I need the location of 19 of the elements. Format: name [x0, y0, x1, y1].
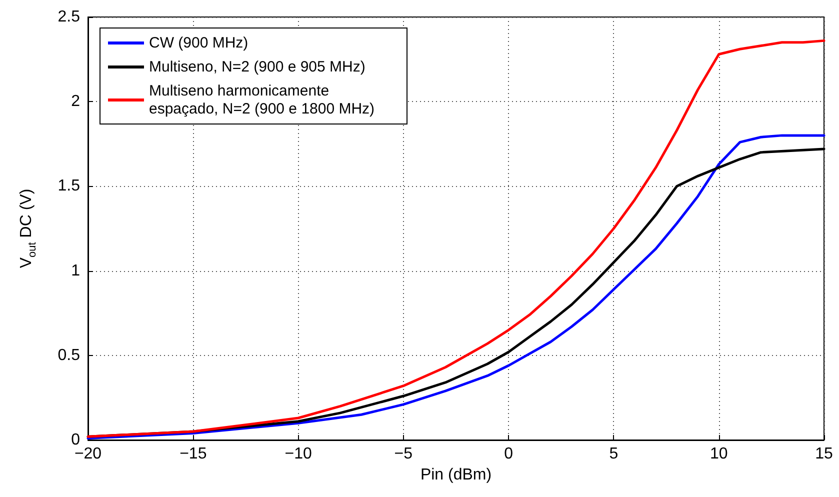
- x-tick-label: 15: [815, 446, 833, 462]
- y-tick-label: 0.5: [58, 346, 80, 364]
- y-axis-title: Vout DC (V): [18, 188, 38, 268]
- legend-label: CW (900 MHz): [149, 34, 248, 52]
- x-axis-title: Pin (dBm): [420, 466, 492, 484]
- y-tick-label: 0: [71, 432, 80, 448]
- y-tick-label: 2: [71, 93, 80, 110]
- x-tick-label: −5: [394, 446, 413, 462]
- x-tick-label: 5: [609, 446, 618, 462]
- x-tick-label: −20: [74, 446, 102, 462]
- x-tick-label: 0: [504, 446, 514, 462]
- legend-label: Multiseno harmonicamente espaçado, N=2 (900 e 1800 MHz): [149, 82, 375, 118]
- x-tick-label: −10: [284, 446, 312, 462]
- x-tick-label: −15: [180, 446, 207, 462]
- y-tick-label: 1.5: [58, 178, 80, 195]
- legend-label: Multiseno, N=2 (900 e 905 MHz): [149, 58, 366, 76]
- y-tick-label: 1: [71, 262, 80, 280]
- x-tick-label: 10: [710, 446, 728, 462]
- y-tick-label: 2.5: [58, 8, 80, 26]
